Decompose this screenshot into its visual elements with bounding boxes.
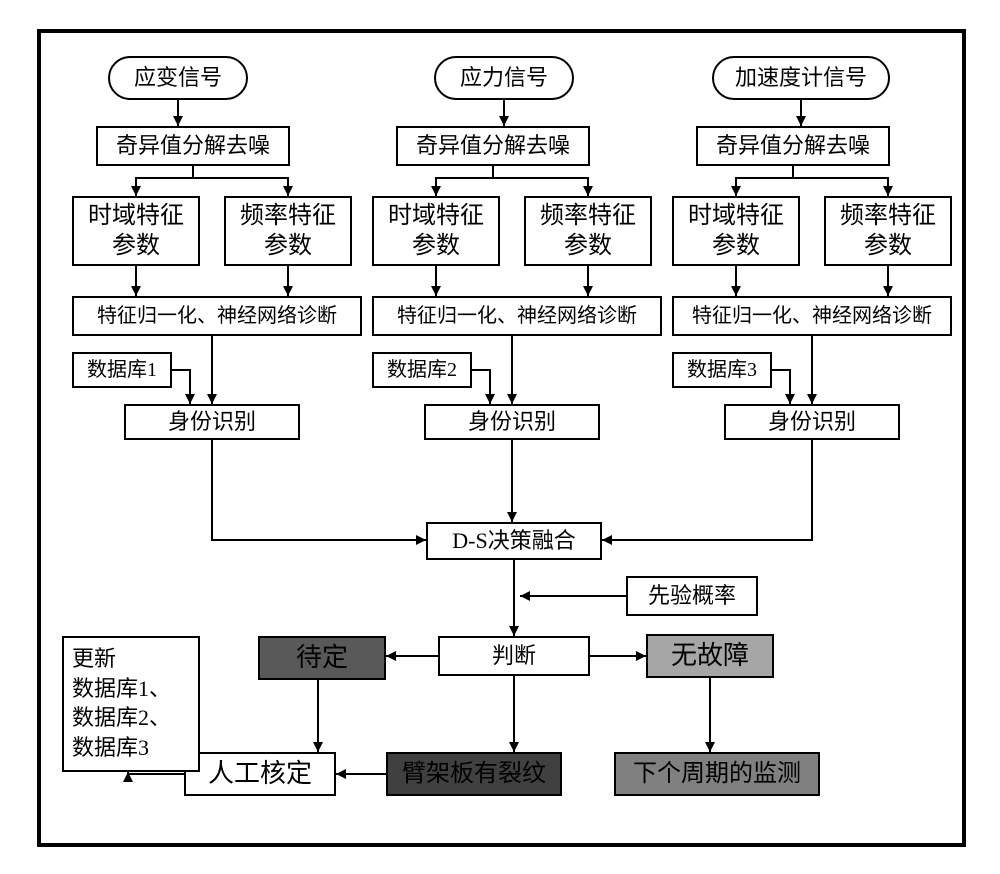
label: 数据库3 <box>687 358 757 383</box>
node-nn-a: 特征归一化、神经网络诊断 <box>72 296 362 336</box>
label: 时域特征参数 <box>388 201 484 261</box>
label: 应变信号 <box>134 64 222 92</box>
label: 判断 <box>492 642 536 670</box>
node-signal-accel: 加速度计信号 <box>712 56 890 100</box>
node-prior: 先验概率 <box>626 576 758 616</box>
node-feat-b2: 频率特征参数 <box>524 196 652 266</box>
node-svd-c: 奇异值分解去噪 <box>696 126 890 166</box>
label: 特征归一化、神经网络诊断 <box>397 304 637 329</box>
label: 数据库3 <box>72 735 149 760</box>
label: 数据库1 <box>87 358 157 383</box>
node-judge: 判断 <box>438 636 590 676</box>
node-nn-b: 特征归一化、神经网络诊断 <box>372 296 662 336</box>
label: 数据库2、 <box>72 705 171 730</box>
node-feat-b1: 时域特征参数 <box>372 196 500 266</box>
node-id-b: 身份识别 <box>424 404 600 440</box>
node-manual-check: 人工核定 <box>184 752 336 796</box>
node-crack: 臂架板有裂纹 <box>386 752 562 796</box>
node-db-c: 数据库3 <box>672 352 772 388</box>
label: 下个周期的监测 <box>633 759 801 789</box>
label: 频率特征参数 <box>540 201 636 261</box>
label: 臂架板有裂纹 <box>402 759 546 789</box>
node-db-b: 数据库2 <box>372 352 472 388</box>
label: 时域特征参数 <box>688 201 784 261</box>
label: 身份识别 <box>768 408 856 436</box>
node-nn-c: 特征归一化、神经网络诊断 <box>672 296 952 336</box>
node-nofault: 无故障 <box>646 634 774 678</box>
flowchart-canvas: 应变信号 应力信号 加速度计信号 奇异值分解去噪 奇异值分解去噪 奇异值分解去噪… <box>0 0 1000 874</box>
node-pending: 待定 <box>258 636 386 680</box>
node-db-a: 数据库1 <box>72 352 172 388</box>
label: 先验概率 <box>648 582 736 610</box>
label: 身份识别 <box>468 408 556 436</box>
label: 应力信号 <box>460 64 548 92</box>
label: 频率特征参数 <box>840 201 936 261</box>
label: 特征归一化、神经网络诊断 <box>692 304 932 329</box>
label: 特征归一化、神经网络诊断 <box>97 304 337 329</box>
label: 奇异值分解去噪 <box>416 132 570 160</box>
label: 频率特征参数 <box>240 201 336 261</box>
label: D-S决策融合 <box>452 527 575 555</box>
label: 时域特征参数 <box>88 201 184 261</box>
node-update-db: 更新 数据库1、 数据库2、 数据库3 <box>62 636 200 772</box>
label: 更新 <box>72 646 116 671</box>
node-signal-strain: 应变信号 <box>108 56 248 100</box>
node-feat-a1: 时域特征参数 <box>72 196 200 266</box>
label: 待定 <box>296 642 348 675</box>
label: 奇异值分解去噪 <box>716 132 870 160</box>
node-id-c: 身份识别 <box>724 404 900 440</box>
node-feat-c2: 频率特征参数 <box>824 196 952 266</box>
node-feat-c1: 时域特征参数 <box>672 196 800 266</box>
node-id-a: 身份识别 <box>124 404 300 440</box>
node-svd-b: 奇异值分解去噪 <box>396 126 590 166</box>
node-signal-stress: 应力信号 <box>434 56 574 100</box>
node-ds-fusion: D-S决策融合 <box>426 522 602 560</box>
label: 无故障 <box>671 640 749 673</box>
label: 奇异值分解去噪 <box>116 132 270 160</box>
label: 身份识别 <box>168 408 256 436</box>
label: 数据库1、 <box>72 676 171 701</box>
node-next-monitoring: 下个周期的监测 <box>614 752 820 796</box>
node-svd-a: 奇异值分解去噪 <box>96 126 290 166</box>
label: 数据库2 <box>387 358 457 383</box>
node-feat-a2: 频率特征参数 <box>224 196 352 266</box>
label: 加速度计信号 <box>735 64 867 92</box>
label: 人工核定 <box>208 758 312 791</box>
